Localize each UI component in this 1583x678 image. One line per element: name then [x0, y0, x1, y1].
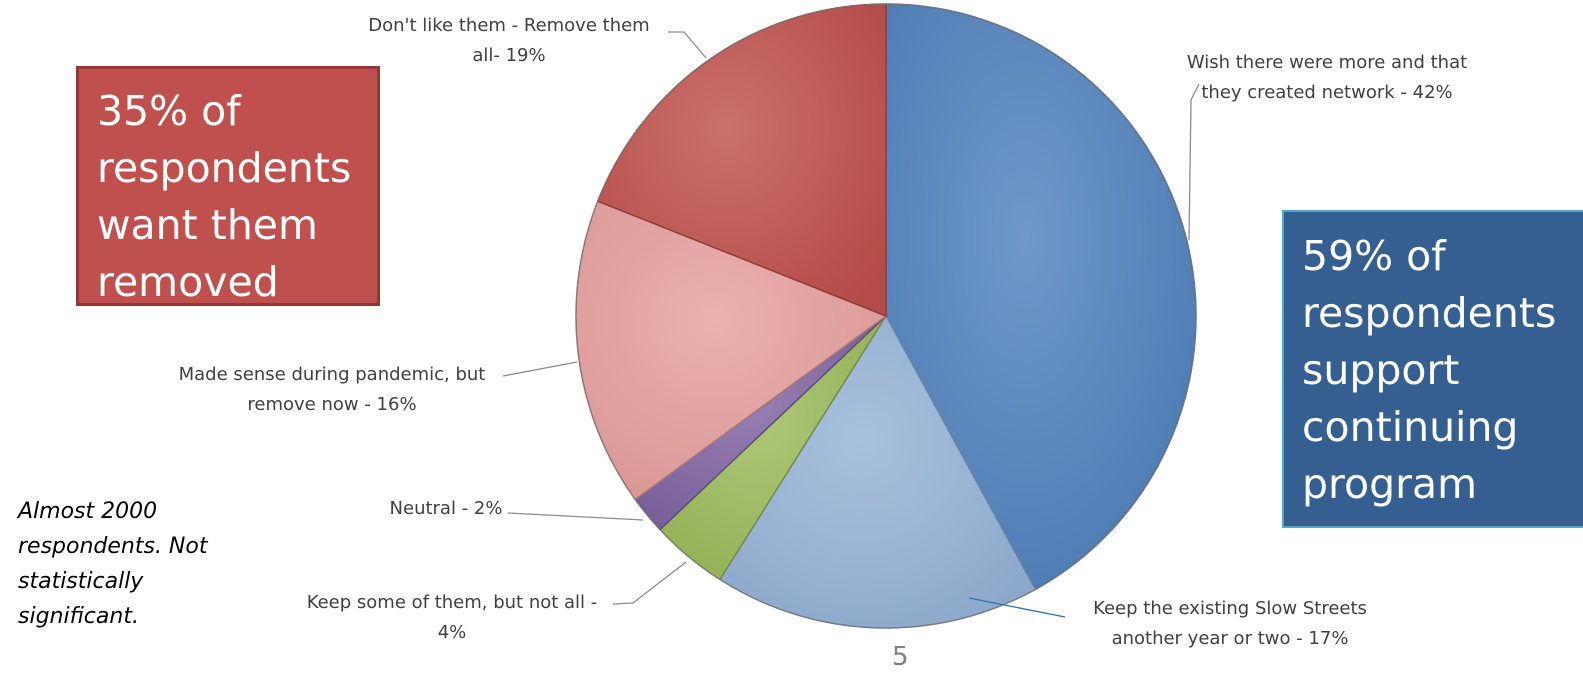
support-callout: 59% of respondents support continuing pr…	[1282, 210, 1583, 528]
leader-line-3	[612, 561, 687, 605]
leader-line-5	[502, 361, 578, 377]
pie-outline	[575, 3, 1197, 629]
page-number: 5	[892, 642, 909, 672]
slice-label-1-line-2: they created network - 42%	[1201, 82, 1452, 103]
slice-label-6: Don't like them - Remove them	[368, 15, 649, 36]
leader-line-1	[1188, 83, 1200, 241]
slice-label-2: Keep the existing Slow Streets	[1093, 598, 1367, 619]
slice-label-5-line-2: remove now - 16%	[247, 394, 416, 415]
removed-callout: 35% of respondents want them removed	[76, 66, 380, 306]
slice-label-6-line-2: all- 19%	[472, 45, 545, 66]
leader-line-4	[507, 512, 644, 521]
respondents-note: Almost 2000 respondents. Not statistical…	[18, 499, 208, 629]
slice-label-3-line-2: 4%	[438, 622, 467, 643]
slice-label-1: Wish there were more and that	[1187, 52, 1467, 73]
slice-label-2-line-2: another year or two - 17%	[1112, 628, 1349, 649]
slice-label-3: Keep some of them, but not all -	[307, 592, 598, 613]
leader-line-6	[668, 31, 707, 59]
slice-label-5: Made sense during pandemic, but	[179, 364, 486, 385]
leader-line-2	[968, 597, 1066, 618]
slice-label-4: Neutral - 2%	[390, 498, 503, 519]
